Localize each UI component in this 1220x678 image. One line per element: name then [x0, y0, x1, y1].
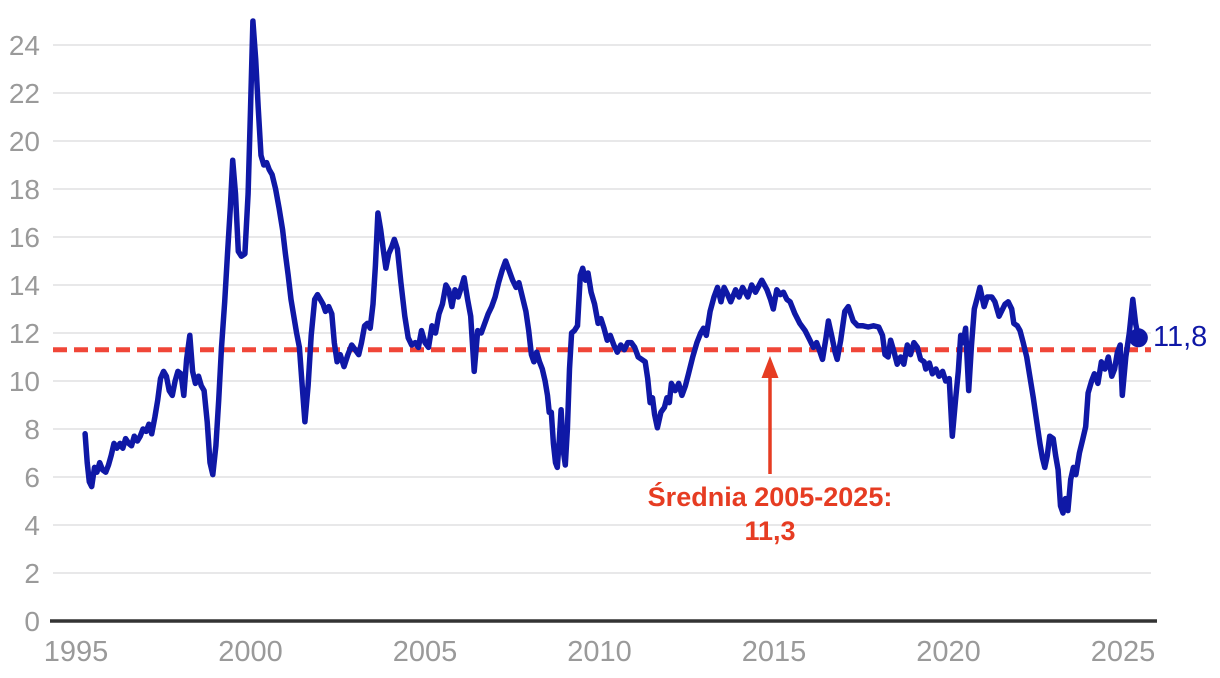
y-tick-label: 12 [9, 318, 40, 349]
y-tick-label: 8 [24, 414, 40, 445]
x-tick-label: 2010 [567, 636, 632, 668]
x-tick-label: 2015 [742, 636, 807, 668]
x-tick-label: 2020 [916, 636, 981, 668]
y-tick-label: 2 [24, 558, 40, 589]
y-tick-label: 24 [9, 30, 40, 61]
y-tick-label: 0 [24, 606, 40, 637]
y-tick-label: 16 [9, 222, 40, 253]
data-series-line [82, 18, 1142, 516]
y-tick-label: 4 [24, 510, 40, 541]
x-tick-label: 2000 [218, 636, 283, 668]
end-point-marker [1128, 328, 1148, 348]
x-tick-label: 2025 [1091, 636, 1156, 668]
x-tick-label: 1995 [44, 636, 109, 668]
y-tick-label: 10 [9, 366, 40, 397]
x-tick-label: 2005 [393, 636, 458, 668]
y-tick-label: 22 [9, 78, 40, 109]
y-tick-label: 20 [9, 126, 40, 157]
y-tick-label: 18 [9, 174, 40, 205]
y-tick-label: 6 [24, 462, 40, 493]
annotation-arrow-head [761, 356, 779, 378]
y-tick-label: 14 [9, 270, 40, 301]
